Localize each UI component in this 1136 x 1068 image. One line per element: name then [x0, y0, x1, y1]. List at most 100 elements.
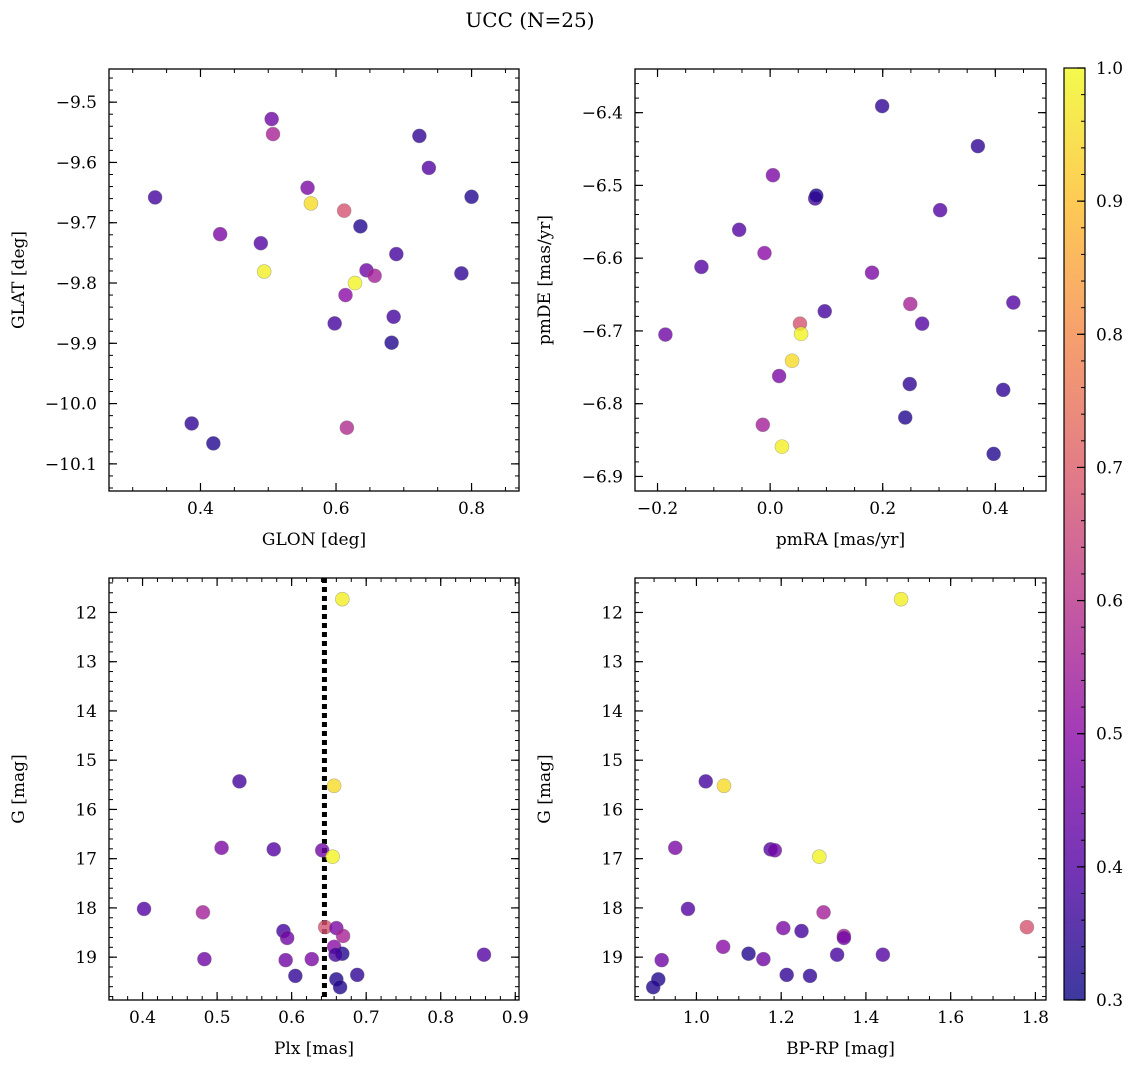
data-point [771, 368, 787, 384]
data-point [386, 309, 401, 325]
y-tick-label: 12 [75, 603, 97, 623]
data-point [335, 928, 351, 944]
data-point [757, 245, 772, 261]
data-point [779, 967, 794, 983]
data-point [932, 202, 948, 218]
data-point [256, 264, 272, 279]
data-point [454, 266, 469, 281]
data-point [147, 190, 163, 205]
data-point [694, 259, 709, 275]
y-tick-label: 15 [75, 751, 97, 771]
x-tick-label: 1.2 [768, 1008, 795, 1028]
x-tick-label: 0.9 [502, 1008, 529, 1028]
data-point [774, 439, 790, 454]
y-tick-label: 13 [75, 653, 97, 673]
x-axis-label: BP-RP [mag] [786, 1039, 895, 1059]
data-point [136, 901, 152, 917]
data-point [1006, 295, 1021, 310]
x-tick-label: 0.2 [869, 499, 896, 519]
data-point [897, 410, 913, 425]
data-point [326, 778, 342, 794]
x-tick-label: 1.0 [683, 1008, 710, 1028]
data-point [214, 840, 229, 856]
data-point [716, 778, 732, 794]
data-point [327, 316, 342, 331]
data-point [874, 98, 890, 114]
data-point [184, 416, 199, 431]
data-point [353, 219, 368, 234]
colorbar-tick-label: 0.6 [1096, 592, 1123, 612]
data-point [995, 382, 1011, 398]
data-point [794, 923, 809, 939]
panel-glon-glat: 0.4 0.6 0.8 −10.1 −10.0 −9.9 −9.8 −9.7 −9.6 −9.5 G… [9, 68, 520, 550]
panel-plx-g: 0.4 0.5 0.6 0.7 0.8 0.9 12 13 14 15 16 17 18 19 Plx [m… [9, 577, 529, 1059]
x-tick-label: −0.2 [637, 499, 678, 519]
data-point [335, 591, 350, 607]
data-point [817, 303, 833, 319]
data-point [645, 979, 661, 995]
y-tick-label: −9.8 [56, 274, 97, 294]
y-tick-label: −10.1 [45, 455, 97, 475]
colorbar-tick-label: 0.3 [1096, 991, 1123, 1011]
data-point [775, 920, 791, 936]
data-point [893, 591, 909, 607]
data-point [1019, 919, 1035, 935]
data-point [875, 947, 891, 962]
data-point [680, 901, 696, 917]
data-point [206, 436, 221, 451]
y-tick-label: −9.9 [56, 334, 97, 354]
x-tick-label: 0.4 [982, 499, 1009, 519]
y-axis-label: GLAT [deg] [9, 231, 29, 329]
x-tick-label: 1.6 [937, 1008, 964, 1028]
data-point [412, 128, 427, 144]
y-tick-label: 19 [75, 948, 97, 968]
data-point [264, 111, 279, 127]
y-tick-label: −9.6 [56, 153, 97, 173]
data-point [325, 849, 340, 865]
axes-frame [634, 577, 1047, 1001]
data-point [667, 840, 683, 856]
panel-pmra-pmde: −0.2 0.0 0.2 0.4 −6.9 −6.8 −6.7 −6.6 −6.5 −6.4 pmR… [535, 68, 1047, 550]
data-point [902, 376, 918, 392]
data-point [812, 849, 827, 865]
figure-title: UCC (N=25) [465, 8, 594, 32]
data-point [715, 939, 731, 955]
data-point [654, 952, 669, 968]
data-point [332, 979, 348, 995]
colorbar-tick-label: 0.4 [1096, 858, 1123, 878]
y-tick-label: 12 [601, 603, 623, 623]
data-point [793, 326, 809, 342]
data-point [755, 417, 771, 433]
x-tick-label: 0.6 [323, 499, 350, 519]
axes-frame [108, 577, 520, 1001]
y-tick-label: −10.0 [45, 395, 97, 415]
data-point [328, 947, 343, 962]
data-point [336, 203, 352, 218]
data-point [658, 327, 673, 342]
data-point [339, 420, 355, 436]
colorbar-tick-label: 1.0 [1096, 59, 1123, 79]
colorbar: 0.3 0.4 0.5 0.6 0.7 0.8 0.9 1.0 [1063, 59, 1123, 1011]
y-tick-label: −9.5 [56, 93, 97, 113]
data-point [279, 930, 295, 946]
data-point [347, 275, 363, 291]
data-point [986, 446, 1001, 462]
x-tick-label: 0.8 [458, 499, 485, 519]
y-tick-label: 13 [601, 653, 623, 673]
y-tick-label: −6.9 [582, 467, 623, 487]
data-point [300, 180, 315, 196]
y-tick-label: 14 [75, 702, 97, 722]
x-axis-label: pmRA [mas/yr] [776, 530, 905, 550]
x-tick-label: 0.4 [187, 499, 214, 519]
data-point [914, 316, 930, 331]
y-axis-label: G [mag] [9, 754, 29, 823]
data-point [741, 946, 756, 962]
y-tick-label: −6.7 [582, 322, 623, 342]
y-tick-label: 14 [601, 702, 623, 722]
data-point [304, 951, 320, 967]
data-point [367, 268, 382, 284]
x-tick-label: 1.4 [852, 1008, 879, 1028]
data-point [288, 968, 303, 984]
colorbar-tick-label: 0.9 [1096, 192, 1123, 212]
